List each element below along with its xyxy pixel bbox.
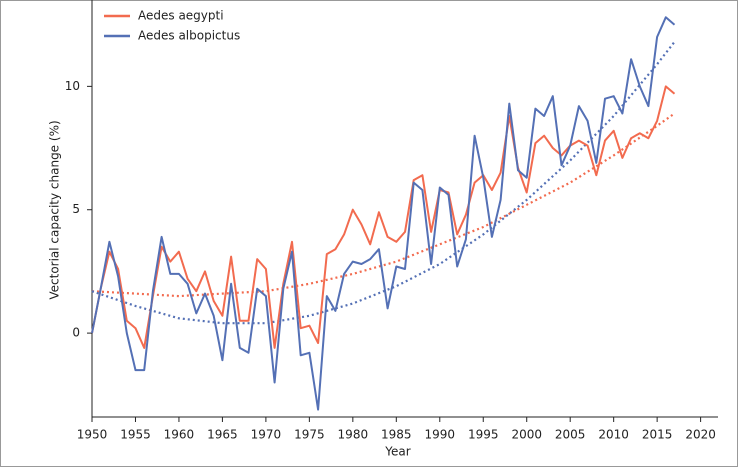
y-tick-label: 5 [72, 202, 80, 216]
x-tick-label: 2020 [685, 428, 716, 442]
series-line [91, 16, 676, 411]
y-axis-label: Vectorial capacity change (%) [48, 120, 62, 299]
x-tick-label: 1965 [207, 428, 238, 442]
x-tick-label: 2005 [555, 428, 586, 442]
y-tick-label: 10 [65, 79, 80, 93]
x-tick-label: 1990 [425, 428, 456, 442]
legend-label: Aedes albopictus [138, 29, 240, 43]
x-tick-label: 1975 [294, 428, 325, 442]
y-tick-label: 0 [72, 326, 80, 340]
x-tick-label: 1955 [120, 428, 151, 442]
series-line [91, 85, 676, 349]
x-tick-label: 1970 [251, 428, 282, 442]
x-tick-label: 2010 [598, 428, 629, 442]
x-tick-label: 2015 [642, 428, 673, 442]
x-axis-label: Year [384, 445, 410, 459]
x-tick-label: 1980 [338, 428, 369, 442]
trend-line [91, 112, 676, 298]
x-tick-label: 1960 [164, 428, 195, 442]
x-tick-label: 1950 [77, 428, 108, 442]
x-tick-label: 1995 [468, 428, 499, 442]
x-tick-label: 2000 [511, 428, 542, 442]
x-tick-label: 1985 [381, 428, 412, 442]
legend-label: Aedes aegypti [138, 9, 224, 23]
trend-line [91, 41, 676, 325]
